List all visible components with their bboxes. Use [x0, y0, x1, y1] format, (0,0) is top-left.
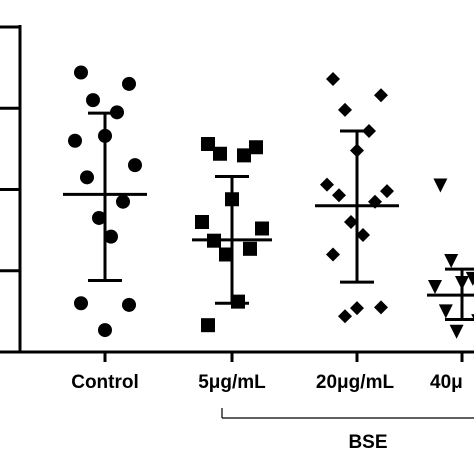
x-tick-label-40ug: 40μ — [430, 372, 463, 393]
data-layer — [63, 65, 474, 339]
group-label-bse: BSE — [348, 432, 387, 453]
point-0-0 — [74, 65, 88, 80]
point-0-7 — [80, 170, 94, 185]
point-0-9 — [92, 210, 106, 225]
point-1-5 — [195, 215, 209, 229]
axis-layer — [0, 25, 474, 419]
point-2-0 — [326, 72, 340, 86]
point-2-6 — [380, 184, 394, 199]
point-1-1 — [249, 140, 263, 155]
point-1-0 — [201, 137, 215, 151]
point-3-2 — [444, 254, 459, 268]
point-1-9 — [219, 247, 233, 262]
point-3-4 — [455, 275, 469, 290]
series-2 — [315, 72, 399, 324]
point-2-10 — [356, 228, 370, 242]
point-1-11 — [201, 318, 215, 333]
point-0-10 — [104, 229, 118, 244]
x-tick-label-control: Control — [71, 372, 139, 393]
point-2-2 — [338, 102, 352, 117]
point-2-4 — [350, 143, 364, 158]
point-1-2 — [213, 146, 227, 161]
point-0-8 — [116, 194, 130, 209]
point-1-6 — [255, 221, 269, 236]
point-2-13 — [350, 301, 364, 316]
point-0-2 — [86, 93, 100, 108]
point-1-3 — [237, 148, 251, 163]
point-0-4 — [98, 128, 112, 143]
point-3-7 — [438, 304, 453, 319]
point-2-12 — [374, 300, 388, 315]
point-2-3 — [362, 124, 376, 138]
point-3-8 — [471, 314, 474, 320]
point-0-11 — [74, 296, 88, 311]
point-2-1 — [374, 88, 388, 103]
label-layer: Control 5μg/mL 20μg/mL 40μ BSE — [71, 372, 463, 453]
point-2-9 — [344, 215, 358, 229]
point-0-13 — [98, 323, 112, 338]
series-0 — [63, 65, 147, 338]
point-0-3 — [110, 105, 124, 120]
point-1-10 — [231, 294, 245, 309]
point-2-14 — [338, 309, 352, 324]
point-3-9 — [449, 324, 464, 339]
point-1-4 — [225, 192, 239, 207]
point-0-6 — [128, 158, 142, 173]
point-0-1 — [122, 76, 136, 91]
point-0-5 — [68, 133, 82, 148]
point-2-11 — [326, 247, 340, 262]
series-1 — [192, 137, 272, 333]
point-2-5 — [320, 177, 334, 192]
x-tick-label-5ug: 5μg/mL — [198, 372, 266, 393]
point-3-0 — [433, 178, 448, 193]
point-2-8 — [368, 194, 382, 209]
point-3-3 — [465, 271, 474, 286]
point-3-5 — [428, 280, 442, 294]
series-3 — [427, 178, 474, 339]
point-1-8 — [243, 241, 257, 256]
point-2-7 — [332, 188, 346, 203]
x-tick-label-20ug: 20μg/mL — [316, 372, 395, 393]
point-1-7 — [207, 233, 221, 248]
point-0-12 — [122, 297, 136, 312]
